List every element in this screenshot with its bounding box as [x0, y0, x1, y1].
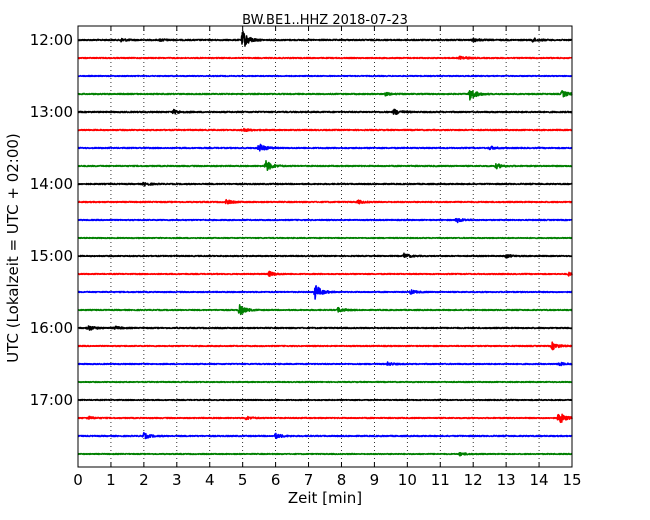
x-tick-label-7: 7	[304, 471, 314, 489]
trace-1245	[77, 89, 573, 101]
trace-1200	[77, 30, 573, 47]
y-axis-label: UTC (Lokalzeit = UTC + 02:00)	[4, 133, 22, 363]
trace-1530	[77, 285, 573, 300]
trace-1230	[77, 74, 573, 78]
x-tick-label-8: 8	[337, 471, 347, 489]
x-tick-label-9: 9	[370, 471, 380, 489]
x-tick-label-4: 4	[205, 471, 215, 489]
trace-1500	[77, 252, 573, 259]
x-tick-label-5: 5	[238, 471, 248, 489]
trace-1700	[77, 398, 573, 402]
trace-1445	[77, 236, 573, 240]
trace-1515	[77, 270, 573, 277]
x-tick-label-2: 2	[139, 471, 149, 489]
trace-1715	[77, 413, 573, 424]
trace-1730	[77, 431, 573, 440]
x-tick-label-15: 15	[562, 471, 581, 489]
grid-lines	[110, 26, 540, 467]
x-tick-label-11: 11	[431, 471, 450, 489]
trace-1600	[77, 325, 573, 331]
trace-1300	[77, 108, 573, 115]
x-tick-label-0: 0	[73, 471, 83, 489]
x-tick-label-10: 10	[398, 471, 417, 489]
axis-ticks: 0 1 2 3 4 5 6 7 8 9 10 11 12 13 14 1512:0013:0014:0015:…	[30, 26, 582, 489]
chart-title: BW.BE1..HHZ 2018-07-23	[242, 13, 408, 28]
trace-1345	[77, 160, 573, 172]
trace-1215	[77, 55, 573, 60]
trace-1430	[77, 217, 573, 224]
y-tick-label-1600: 16:00	[30, 319, 73, 337]
y-tick-label-1500: 15:00	[30, 247, 73, 265]
y-tick-label-1700: 17:00	[30, 391, 73, 409]
x-axis-label: Zeit [min]	[288, 489, 362, 507]
x-tick-label-1: 1	[106, 471, 116, 489]
x-tick-label-6: 6	[271, 471, 281, 489]
trace-1330	[77, 143, 573, 152]
y-tick-label-1300: 13:00	[30, 103, 73, 121]
x-tick-label-13: 13	[497, 471, 516, 489]
x-tick-label-3: 3	[172, 471, 182, 489]
trace-1400	[77, 181, 573, 187]
trace-1630	[77, 361, 573, 367]
trace-1545	[77, 303, 573, 316]
y-tick-label-1200: 12:00	[30, 31, 73, 49]
seismic-traces	[77, 30, 573, 457]
x-tick-label-14: 14	[530, 471, 549, 489]
trace-1315	[77, 127, 573, 132]
trace-1645	[77, 380, 573, 384]
trace-1615	[77, 341, 573, 351]
x-tick-label-12: 12	[464, 471, 483, 489]
trace-1415	[77, 198, 573, 205]
y-tick-label-1400: 14:00	[30, 175, 73, 193]
trace-1745	[77, 451, 573, 457]
plot-frame	[77, 25, 573, 468]
